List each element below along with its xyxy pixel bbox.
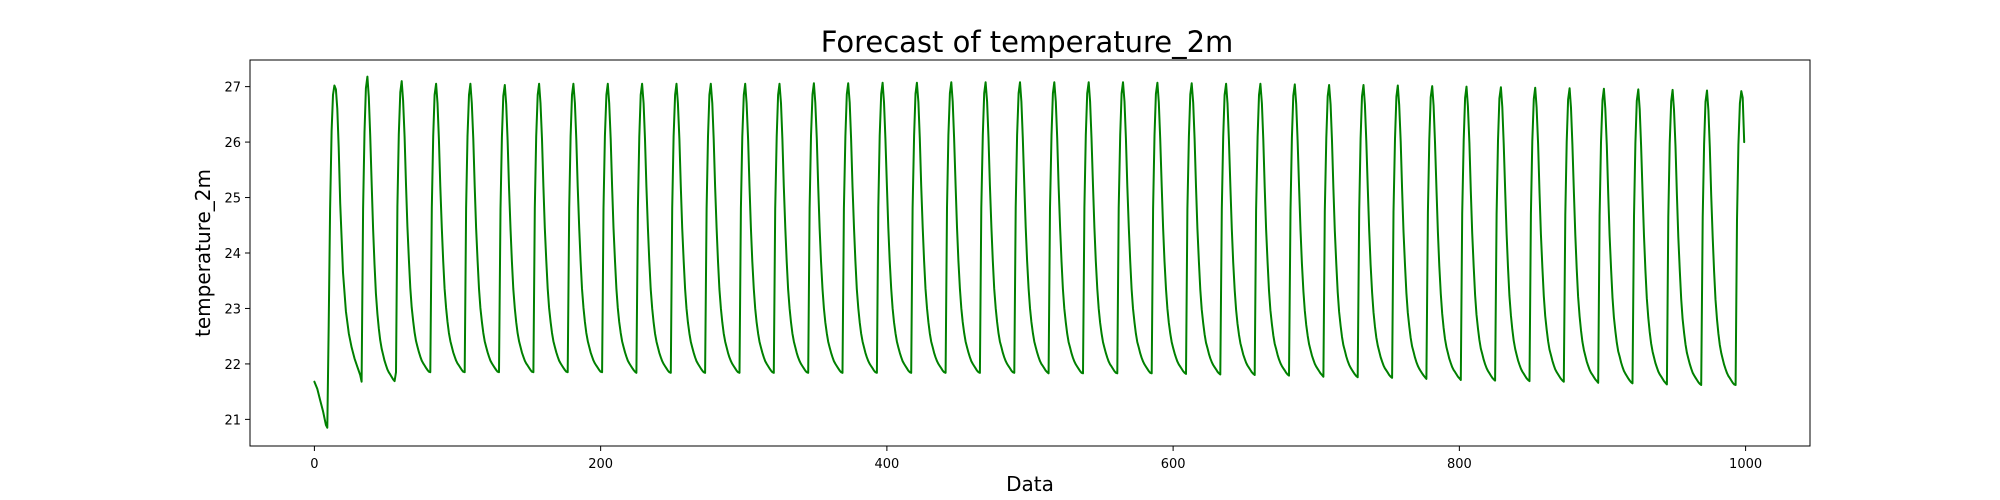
y-tick-label: 21 [224, 413, 241, 428]
y-tick-label: 23 [224, 302, 241, 317]
x-axis-ticks: 0 200 400 600 800 1000 [310, 446, 1762, 472]
x-tick-label: 600 [1161, 457, 1186, 472]
y-tick-label: 26 [224, 136, 241, 151]
y-axis-label: temperature_2m [191, 169, 215, 337]
x-axis-label: Data [1006, 472, 1054, 496]
x-tick-label: 800 [1447, 457, 1472, 472]
x-tick-label: 400 [874, 457, 899, 472]
x-tick-label: 200 [588, 457, 613, 472]
x-tick-label: 0 [310, 457, 318, 472]
y-axis-ticks: 21 22 23 24 25 26 27 [224, 81, 250, 428]
y-tick-label: 22 [224, 358, 241, 373]
y-tick-label: 25 [224, 192, 241, 207]
chart-title: Forecast of temperature_2m [821, 25, 1234, 59]
y-tick-label: 24 [224, 247, 241, 262]
y-tick-label: 27 [224, 81, 241, 96]
x-tick-label: 1000 [1729, 457, 1762, 472]
temperature-series-line [313, 75, 1746, 429]
